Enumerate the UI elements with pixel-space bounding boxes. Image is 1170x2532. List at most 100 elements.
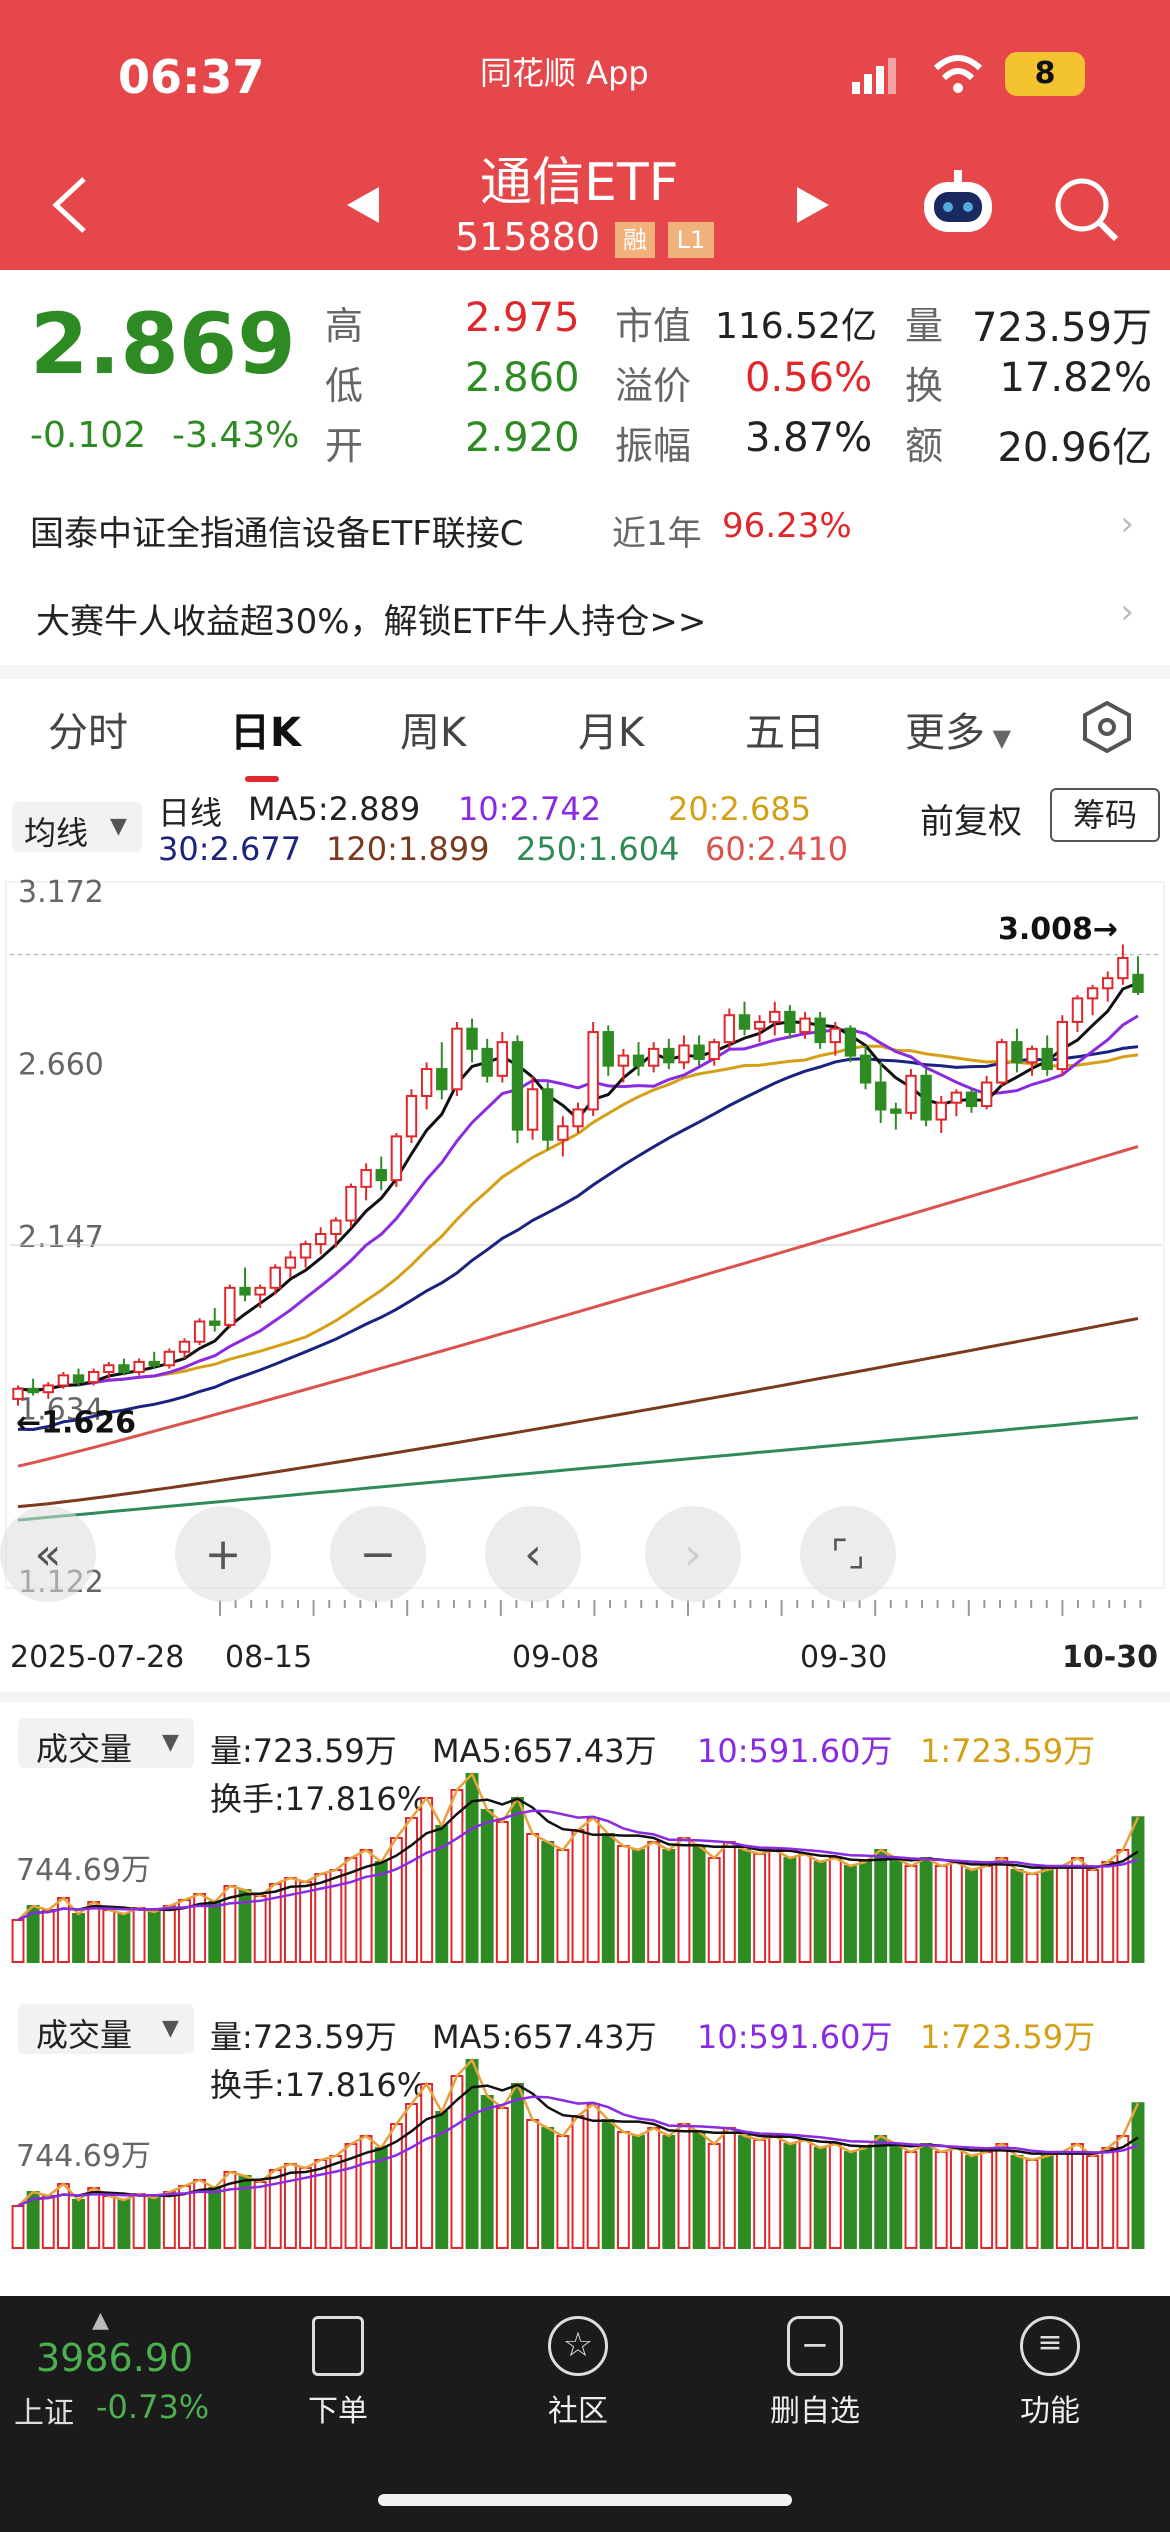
volume-bar bbox=[949, 2147, 963, 2249]
volume-value: 量:723.59万 bbox=[210, 2018, 397, 2056]
zoom-in-button[interactable]: + bbox=[175, 1506, 271, 1602]
ma-selector[interactable]: 均线 ▼ bbox=[12, 802, 142, 852]
min-price-annotation: ←1.626 bbox=[16, 1405, 136, 1440]
volume-bar bbox=[662, 1849, 676, 1963]
high-value: 2.975 bbox=[465, 295, 580, 341]
tab-more[interactable]: 更多 ▼ bbox=[905, 700, 1011, 758]
volume-bar bbox=[632, 2135, 645, 2249]
community-star-icon: ☆ bbox=[548, 2316, 608, 2376]
volume-bar bbox=[586, 1817, 600, 1963]
volume-bar bbox=[1025, 2159, 1039, 2249]
volume-ma10-line bbox=[17, 2095, 1139, 2208]
candle-body bbox=[1102, 977, 1114, 990]
candle-body bbox=[12, 1387, 24, 1400]
app-header: 06:37 同花顺 App 8 通信ETF 515880 融 L1 bbox=[0, 0, 1170, 270]
next-arrow-icon[interactable] bbox=[795, 185, 831, 229]
candle-body bbox=[784, 1010, 796, 1034]
volume-selector[interactable]: 成交量 ▼ bbox=[18, 2004, 194, 2054]
volume-bar bbox=[283, 1877, 297, 1963]
chart-fast-left-button[interactable]: « bbox=[0, 1506, 96, 1602]
candle-body bbox=[799, 1017, 811, 1034]
volume-bar bbox=[495, 1821, 509, 1963]
settings-hex-icon[interactable] bbox=[1080, 700, 1134, 758]
promo-row[interactable]: 大赛牛人收益超30%，解锁ETF牛人持仓>> › bbox=[0, 580, 1170, 660]
section-divider bbox=[0, 665, 1170, 679]
volume-bar bbox=[117, 1913, 131, 1963]
zoom-out-button[interactable]: − bbox=[330, 1506, 426, 1602]
index-change: -0.73% bbox=[96, 2388, 210, 2426]
volume-chart[interactable] bbox=[0, 2056, 1170, 2256]
volume-selector[interactable]: 成交量 ▼ bbox=[18, 1718, 194, 1768]
volume-selector-label: 成交量 bbox=[36, 1730, 133, 1768]
volume-bar bbox=[147, 2197, 161, 2249]
chart-right-button[interactable]: › bbox=[645, 1506, 741, 1602]
search-icon[interactable] bbox=[1052, 175, 1122, 249]
prev-arrow-icon[interactable] bbox=[345, 185, 381, 229]
tab-daily-k[interactable]: 日K bbox=[230, 710, 301, 756]
adjust-mode[interactable]: 前复权 bbox=[920, 802, 1022, 842]
volume-bar bbox=[253, 2181, 267, 2249]
back-icon[interactable] bbox=[50, 175, 90, 239]
nav-community[interactable]: ☆ 社区 bbox=[498, 2316, 658, 2430]
candle-body bbox=[148, 1360, 160, 1367]
open-label: 开 bbox=[325, 424, 364, 468]
tab-monthly-k[interactable]: 月K bbox=[578, 710, 645, 756]
candle-body bbox=[950, 1091, 963, 1104]
candle-body bbox=[935, 1101, 947, 1121]
volume-ma10: 10:591.60万 bbox=[697, 2018, 893, 2056]
premium-label: 溢价 bbox=[615, 364, 692, 408]
x-tick-label: 09-30 bbox=[800, 1640, 888, 1675]
candle-body bbox=[708, 1041, 720, 1060]
candle-body bbox=[769, 1010, 781, 1023]
tab-five-day[interactable]: 五日 bbox=[745, 710, 825, 756]
index-value[interactable]: 3986.90 bbox=[36, 2336, 194, 2380]
link-fund-row[interactable]: 国泰中证全指通信设备ETF联接C 近1年 96.23% › bbox=[0, 490, 1170, 570]
dropdown-icon: ▼ bbox=[162, 1730, 179, 1755]
volume-axis-label: 744.69万 bbox=[16, 2139, 151, 2174]
ma120-line bbox=[17, 1317, 1139, 1509]
candle-body bbox=[511, 1041, 524, 1131]
volume-bar bbox=[102, 1909, 116, 1963]
volume-bar bbox=[601, 1833, 615, 1963]
candle-body bbox=[299, 1243, 312, 1259]
volume-bar bbox=[541, 2127, 555, 2249]
volume-chart[interactable] bbox=[0, 1770, 1170, 1970]
dropdown-icon: ▼ bbox=[162, 2016, 179, 2041]
volume-bar bbox=[677, 2123, 691, 2249]
nav-remove-favorite[interactable]: − 删自选 bbox=[735, 2316, 895, 2430]
volume-bar bbox=[995, 2143, 1009, 2249]
candle-body bbox=[1056, 1020, 1069, 1071]
mcap-label: 市值 bbox=[615, 304, 692, 348]
volume-bar bbox=[707, 2143, 721, 2249]
nav-order[interactable]: 下单 bbox=[258, 2316, 418, 2430]
chart-left-button[interactable]: ‹ bbox=[485, 1506, 581, 1602]
candle-body bbox=[466, 1027, 478, 1050]
volume-bar bbox=[117, 2199, 131, 2249]
y-tick-label: 2.660 bbox=[18, 1047, 104, 1082]
candle-body bbox=[405, 1094, 418, 1138]
volume-bar bbox=[1131, 1816, 1145, 1964]
ma60-line bbox=[17, 1145, 1139, 1468]
volume-bar bbox=[813, 2147, 827, 2249]
amount-value: 20.96亿 bbox=[997, 425, 1152, 471]
volume-bar bbox=[299, 1881, 313, 1963]
candle-body bbox=[193, 1320, 206, 1343]
minus-icon: − bbox=[359, 1528, 397, 1580]
volume-bar bbox=[495, 2107, 509, 2249]
tab-fenshi[interactable]: 分时 bbox=[48, 710, 128, 756]
candle-body bbox=[87, 1370, 100, 1384]
volume-bar bbox=[1086, 2155, 1100, 2249]
amplitude-label: 振幅 bbox=[615, 424, 692, 468]
volume-bar bbox=[450, 2075, 464, 2249]
volume-bar bbox=[1116, 1849, 1130, 1963]
fullscreen-button[interactable]: ⌜⌟ bbox=[800, 1506, 896, 1602]
nav-functions[interactable]: ≡ 功能 bbox=[970, 2316, 1130, 2430]
chips-button[interactable]: 筹码 bbox=[1050, 788, 1160, 842]
robot-icon[interactable] bbox=[918, 168, 998, 242]
volume-bar bbox=[480, 2095, 494, 2249]
volume-bar bbox=[102, 2195, 116, 2249]
volume-bar bbox=[72, 2199, 85, 2249]
volume-bar bbox=[1040, 1869, 1054, 1963]
tab-weekly-k[interactable]: 周K bbox=[400, 710, 467, 756]
